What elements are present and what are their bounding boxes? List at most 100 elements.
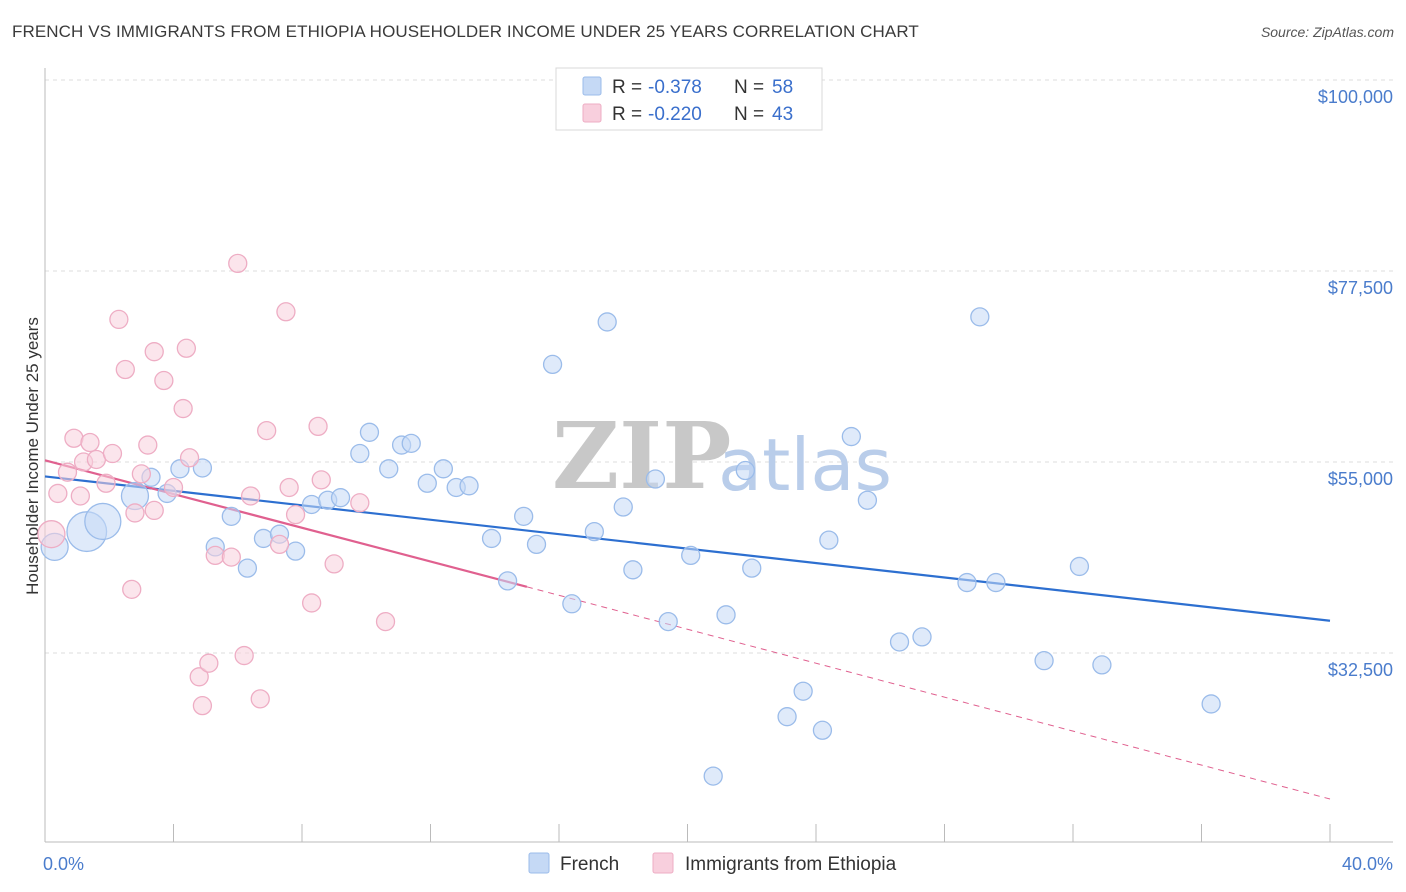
point-ethiopia: [57, 462, 78, 482]
point-ethiopia: [301, 593, 322, 613]
point-ethiopia: [192, 696, 213, 716]
y-tick-label: $77,500: [1328, 278, 1393, 298]
bottom-legend-label-french: French: [560, 854, 619, 875]
point-french: [986, 572, 1006, 593]
x-tick-labels: 0.0% 40.0%: [43, 854, 1393, 874]
point-ethiopia: [276, 302, 296, 322]
point-ethiopia: [308, 416, 328, 437]
point-french: [350, 443, 370, 464]
bottom-legend: French Immigrants from Ethiopia: [528, 852, 897, 875]
axes: [44, 68, 1393, 843]
point-french: [735, 460, 755, 481]
point-french: [970, 307, 990, 327]
point-french: [957, 572, 977, 593]
data-points: [37, 253, 1221, 786]
point-french: [623, 560, 643, 580]
chart-title: FRENCH VS IMMIGRANTS FROM ETHIOPIA HOUSE…: [12, 22, 919, 41]
point-ethiopia: [163, 477, 184, 498]
legend-n-value-ethiopia: 43: [772, 104, 793, 125]
point-french: [1092, 655, 1112, 675]
x-tick-label: 0.0%: [43, 854, 84, 874]
point-french: [192, 458, 213, 478]
point-french: [742, 558, 762, 578]
point-ethiopia: [122, 579, 142, 600]
point-ethiopia: [173, 398, 193, 419]
point-french: [584, 521, 604, 542]
legend-n-label-french: N =: [734, 77, 764, 98]
point-french: [812, 720, 833, 740]
point-ethiopia: [96, 473, 116, 493]
point-ethiopia: [125, 503, 145, 523]
point-french: [1201, 694, 1221, 714]
x-tick-label: 40.0%: [1342, 854, 1393, 874]
point-ethiopia: [115, 359, 135, 380]
point-french: [1034, 651, 1054, 671]
point-ethiopia: [176, 338, 197, 358]
point-french: [1069, 556, 1090, 577]
point-french: [514, 506, 534, 527]
point-french: [459, 476, 479, 496]
point-ethiopia: [269, 534, 290, 555]
point-ethiopia: [240, 486, 261, 506]
point-ethiopia: [205, 545, 225, 566]
point-ethiopia: [199, 653, 219, 673]
legend-r-value-french: -0.378: [648, 77, 702, 98]
trend-line-ethiopia-extension: [526, 586, 1331, 800]
point-ethiopia: [109, 309, 129, 330]
point-french: [841, 426, 861, 447]
legend-n-value-french: 58: [772, 77, 793, 98]
point-french: [481, 528, 502, 549]
point-ethiopia: [250, 689, 270, 709]
trend-line-ethiopia: [44, 459, 528, 588]
legend-r-label-ethiopia: R =: [612, 104, 642, 125]
chart-source: Source: ZipAtlas.com: [1260, 24, 1394, 40]
point-french: [497, 571, 518, 591]
point-ethiopia: [350, 493, 370, 513]
point-french: [301, 494, 322, 515]
point-french: [330, 488, 351, 508]
point-french: [793, 681, 813, 701]
point-french: [645, 469, 666, 489]
point-ethiopia: [64, 428, 84, 448]
legend: R = -0.378 N = 58 R = -0.220 N = 43: [555, 67, 823, 131]
point-french: [681, 545, 701, 566]
point-ethiopia: [311, 470, 331, 490]
point-ethiopia: [144, 500, 164, 521]
point-ethiopia: [144, 342, 164, 362]
point-french: [819, 530, 839, 550]
point-ethiopia: [221, 547, 241, 567]
bottom-legend-swatch-french: [528, 852, 550, 874]
point-french: [253, 528, 274, 549]
point-french: [777, 707, 797, 727]
point-ethiopia: [234, 645, 254, 666]
bottom-legend-label-ethiopia: Immigrants from Ethiopia: [685, 854, 897, 875]
bottom-legend-swatch-ethiopia: [652, 852, 674, 874]
point-ethiopia: [285, 505, 306, 525]
point-french: [237, 558, 258, 578]
point-french: [857, 490, 878, 510]
y-tick-labels: $32,500 $55,000 $77,500 $100,000: [1318, 87, 1393, 680]
point-ethiopia: [257, 420, 277, 441]
point-ethiopia: [324, 554, 344, 574]
point-french: [658, 611, 678, 632]
watermark-zip: ZIP: [552, 402, 731, 510]
point-french: [542, 354, 563, 375]
point-french: [889, 632, 910, 652]
point-french: [285, 541, 306, 561]
point-ethiopia: [179, 448, 200, 468]
point-french: [221, 506, 241, 527]
grid-lines: [45, 79, 1393, 654]
point-french: [703, 766, 723, 786]
y-tick-label: $32,500: [1328, 660, 1393, 680]
legend-r-label-french: R =: [612, 77, 642, 98]
legend-swatch-french: [582, 76, 602, 96]
point-french: [379, 459, 399, 479]
point-ethiopia: [102, 443, 123, 464]
point-ethiopia: [37, 520, 66, 549]
point-french: [912, 627, 932, 647]
point-ethiopia: [375, 611, 396, 632]
point-french: [526, 534, 547, 555]
point-french: [401, 433, 421, 453]
point-ethiopia: [48, 483, 68, 504]
point-ethiopia: [228, 253, 248, 274]
